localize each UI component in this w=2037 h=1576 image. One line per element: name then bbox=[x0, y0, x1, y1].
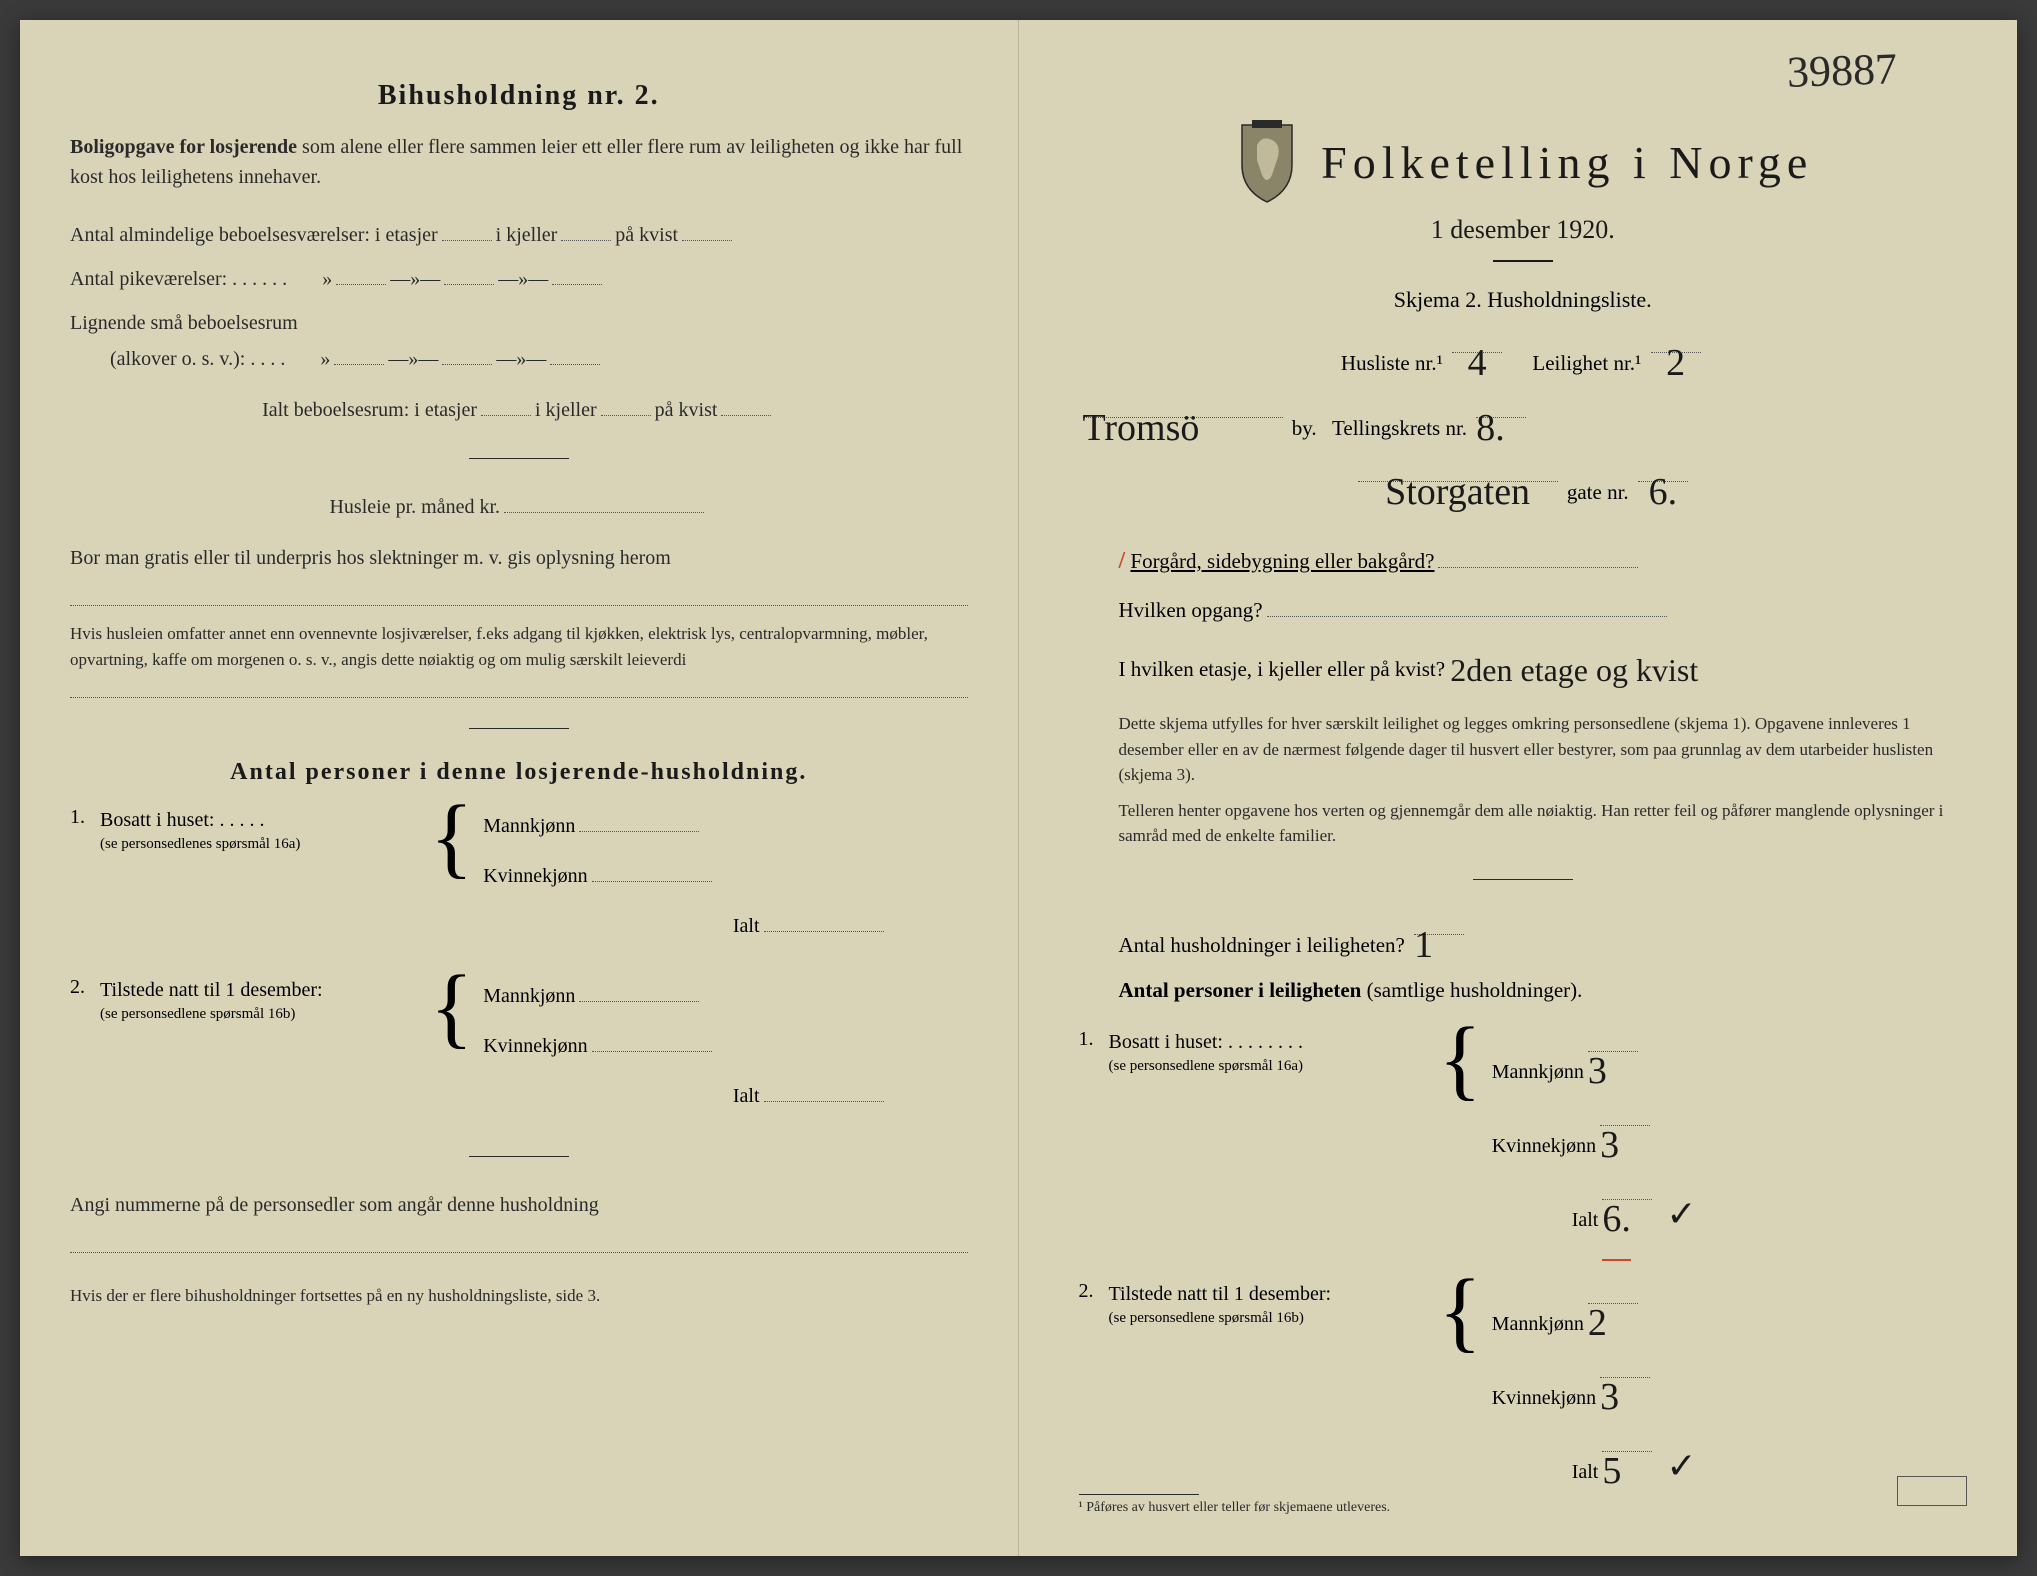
rooms-line-2: Antal pikeværelser: . . . . . . »—»——»— bbox=[70, 261, 968, 297]
continue-text: Hvis der er flere bihusholdninger fortse… bbox=[70, 1283, 968, 1309]
gate-value: 6. bbox=[1649, 462, 1678, 523]
main-title: Folketelling i Norge bbox=[1321, 136, 1813, 189]
city-value: Tromsö bbox=[1083, 398, 1200, 459]
persons-title: Antal personer i denne losjerende-hushol… bbox=[70, 759, 968, 786]
additional-text: Hvis husleien omfatter annet enn ovennev… bbox=[70, 621, 968, 698]
divider-2 bbox=[469, 728, 569, 729]
left-intro: Boligopgave for losjerende som alene ell… bbox=[70, 132, 968, 192]
left-title: Bihusholdning nr. 2. bbox=[70, 80, 968, 112]
left-persons-section: 1. Bosatt i huset: . . . . . (se persons… bbox=[70, 806, 968, 1126]
leilighet-value: 2 bbox=[1666, 333, 1685, 394]
p1-ialt-value: 6. bbox=[1602, 1181, 1631, 1261]
etasje-line: I hvilken etasje, i kjeller eller på kvi… bbox=[1079, 640, 1968, 691]
angi-line: Angi nummerne på de personsedler som ang… bbox=[70, 1187, 968, 1253]
brace-icon: { bbox=[1439, 1028, 1482, 1091]
antal-pers-title: Antal personer i leiligheten (samtlige h… bbox=[1079, 974, 1968, 1008]
rooms-line-3: Lignende små beboelsesrum (alkover o. s.… bbox=[70, 305, 968, 377]
schema-line: Skjema 2. Husholdningsliste. bbox=[1079, 287, 1968, 313]
sub-title: 1 desember 1920. bbox=[1079, 215, 1968, 245]
divider-r1 bbox=[1473, 879, 1573, 880]
census-document: Bihusholdning nr. 2. Boligopgave for los… bbox=[20, 20, 2017, 1556]
printer-stamp bbox=[1897, 1476, 1967, 1506]
antal-hush-line: Antal husholdninger i leiligheten? 1 bbox=[1079, 910, 1968, 963]
brace-icon: { bbox=[430, 976, 473, 1039]
p2-mann-value: 2 bbox=[1588, 1285, 1607, 1361]
coat-of-arms-icon bbox=[1232, 120, 1302, 205]
divider-3 bbox=[469, 1156, 569, 1157]
title-divider bbox=[1493, 260, 1553, 262]
intro-bold: Boligopgave for losjerende bbox=[70, 136, 297, 158]
street-value: Storgaten bbox=[1385, 462, 1530, 523]
handwritten-id: 39887 bbox=[1786, 43, 1898, 98]
brace-icon: { bbox=[1439, 1280, 1482, 1343]
rooms-line-1: Antal almindelige beboelsesværelser: i e… bbox=[70, 217, 968, 253]
instructions-2: Telleren henter opgavene hos verten og g… bbox=[1079, 798, 1968, 849]
check-mark-icon: ✓ bbox=[1666, 1178, 1696, 1250]
brace-icon: { bbox=[430, 806, 473, 869]
etasje-value: 2den etage og kvist bbox=[1450, 645, 1698, 696]
tellingskrets-value: 8. bbox=[1476, 398, 1505, 459]
city-line: Tromsö by. Tellingskrets nr. 8. bbox=[1079, 393, 1968, 446]
check-mark-icon: ✓ bbox=[1666, 1430, 1696, 1502]
p2-ialt-value: 5 bbox=[1602, 1433, 1621, 1509]
right-person-row-2: 2. Tilstede natt til 1 desember: (se per… bbox=[1079, 1280, 1968, 1512]
title-row: Folketelling i Norge bbox=[1079, 120, 1968, 205]
gratis-line: Bor man gratis eller til underpris hos s… bbox=[70, 540, 968, 606]
red-mark-icon: / bbox=[1119, 548, 1126, 574]
footnote: ¹ Påføres av husvert eller teller før sk… bbox=[1079, 1494, 1391, 1516]
right-page: 39887 Folketelling i Norge 1 desember 19… bbox=[1019, 20, 2018, 1556]
p1-kvinne-value: 3 bbox=[1600, 1107, 1619, 1183]
antal-hush-value: 1 bbox=[1414, 915, 1433, 976]
left-person-row-2: 2. Tilstede natt til 1 desember: (se per… bbox=[70, 976, 968, 1126]
forgard-line: / Forgård, sidebygning eller bakgård? bbox=[1079, 542, 1968, 580]
right-persons-section: 1. Bosatt i huset: . . . . . . . . (se p… bbox=[1079, 1028, 1968, 1512]
total-rooms-line: Ialt beboelsesrum: i etasjeri kjellerpå … bbox=[70, 392, 968, 428]
street-line: Storgaten gate nr. 6. bbox=[1079, 457, 1968, 510]
instructions-1: Dette skjema utfylles for hver særskilt … bbox=[1079, 711, 1968, 788]
p2-kvinne-value: 3 bbox=[1600, 1359, 1619, 1435]
rent-line: Husleie pr. måned kr. bbox=[70, 489, 968, 525]
husliste-value: 4 bbox=[1468, 333, 1487, 394]
opgang-line: Hvilken opgang? bbox=[1079, 592, 1968, 628]
divider bbox=[469, 458, 569, 459]
right-person-row-1: 1. Bosatt i huset: . . . . . . . . (se p… bbox=[1079, 1028, 1968, 1260]
left-person-row-1: 1. Bosatt i huset: . . . . . (se persons… bbox=[70, 806, 968, 956]
left-page: Bihusholdning nr. 2. Boligopgave for los… bbox=[20, 20, 1019, 1556]
p1-mann-value: 3 bbox=[1588, 1033, 1607, 1109]
husliste-line: Husliste nr.¹ 4 Leilighet nr.¹ 2 bbox=[1079, 328, 1968, 381]
